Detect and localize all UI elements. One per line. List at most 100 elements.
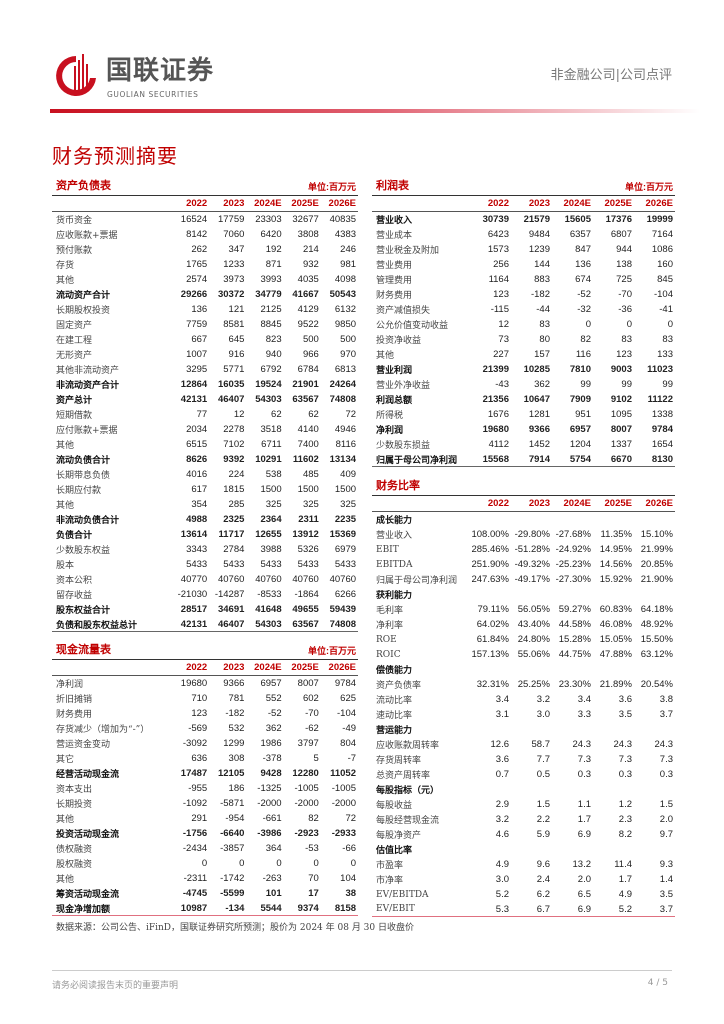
cell-value: 19680: [482, 424, 509, 435]
cell-value: -3857: [220, 843, 245, 854]
cell-value: 0.3: [659, 769, 673, 780]
cell-value: 3.0: [495, 874, 509, 885]
cell-value: 21399: [482, 364, 509, 375]
cell-value: -8533: [257, 589, 282, 600]
cell-value: 4129: [297, 304, 319, 315]
cell-value: 17759: [217, 214, 245, 225]
cell-value: 4016: [186, 469, 208, 480]
table-row: 债权融资 -2434 -3857 364 -53 -66: [52, 841, 358, 856]
table-title: 财务比率: [376, 479, 420, 492]
year-header: 2023: [223, 198, 245, 209]
section-header-row: 偿债能力: [372, 662, 675, 677]
cell-value: 13134: [329, 454, 357, 465]
cell-value: 3.8: [659, 694, 673, 705]
cell-value: 136: [191, 304, 208, 315]
cell-value: 80: [539, 334, 550, 345]
cell-value: 8130: [651, 453, 673, 465]
table-row: 市净率 3.0 2.4 2.0 1.7 1.4: [372, 872, 675, 887]
cell-value: 48.92%: [640, 619, 673, 630]
cell-value: 13614: [180, 529, 208, 540]
cell-value: 932: [302, 259, 319, 270]
cell-value: 58.7: [531, 739, 551, 750]
table-title: 利润表: [376, 179, 409, 192]
table-row: 其他 2574 3973 3993 4035 4098: [52, 272, 358, 287]
cell-value: 847: [575, 244, 591, 255]
cell-value: 1500: [297, 484, 319, 495]
cell-value: 3.2: [495, 814, 509, 825]
cell-value: 19680: [180, 678, 208, 689]
cell-value: 8845: [260, 319, 282, 330]
cell-value: 5433: [297, 559, 319, 570]
cell-value: 247.63%: [471, 574, 509, 585]
cell-value: 8142: [186, 229, 208, 240]
cell-value: 625: [340, 693, 357, 704]
row-label: 营业收入: [376, 216, 413, 226]
cell-value: 9850: [334, 319, 357, 330]
cell-value: 34779: [255, 289, 282, 300]
row-label: 留存收益: [56, 591, 93, 601]
cell-value: -49.17%: [514, 574, 550, 585]
table-row: 投资活动现金流 -1756 -6640 -3986 -2923 -2933: [52, 826, 358, 841]
cell-value: 43.40%: [517, 619, 550, 630]
header-divider: [50, 109, 700, 113]
cell-value: 362: [265, 723, 282, 734]
cell-value: 6807: [610, 229, 632, 240]
table-row: 固定资产 7759 8581 8845 9522 9850: [52, 317, 358, 332]
brand-name-en: GUOLIAN SECURITIES: [107, 90, 199, 99]
table-row: 股权融资 0 0 0 0 0: [52, 856, 358, 871]
cell-value: 602: [302, 693, 319, 704]
balance-sheet-table: 资产负债表 单位:百万元 2022 2023 2024E 2025E 2026E 货币资金 16…: [52, 178, 358, 632]
cell-value: 9366: [223, 678, 245, 689]
cell-value: 0: [276, 858, 282, 869]
cell-value: 1.7: [577, 814, 591, 825]
year-header: 2026E: [328, 662, 357, 673]
cell-value: 3808: [297, 229, 319, 240]
cell-value: -52: [577, 289, 591, 300]
cell-value: 246: [340, 244, 357, 255]
table-row: 经营活动现金流 17487 12105 9428 12280 11052: [52, 766, 358, 781]
table-row: 少数股东损益 4112 1452 1204 1337 1654: [372, 437, 675, 452]
cell-value: 21901: [292, 379, 319, 390]
table-title-bar: 财务比率: [372, 478, 675, 496]
cell-value: 12655: [255, 529, 282, 540]
cell-value: 63.12%: [640, 649, 673, 660]
cell-value: -954: [225, 813, 245, 824]
cell-value: 11.4: [614, 859, 632, 870]
row-label: 营业成本: [376, 231, 413, 241]
guolian-logo-icon: [56, 54, 96, 96]
row-label: 长期股权投资: [56, 306, 111, 316]
year-header: 2026E: [645, 498, 673, 509]
row-label: 每股指标（元）: [376, 786, 440, 796]
cell-value: 5.3: [495, 903, 509, 915]
cell-value: 12864: [180, 379, 208, 390]
row-label: 流动比率: [376, 696, 413, 706]
row-label: 归属于母公司净利润: [376, 455, 458, 466]
cell-value: 4946: [334, 424, 357, 435]
row-label: 所得税: [376, 411, 404, 421]
cell-value: 121: [228, 304, 245, 315]
cell-value: 15605: [564, 214, 591, 225]
section-header-row: 估值比率: [372, 842, 675, 857]
table-row: 每股收益 2.9 1.5 1.1 1.2 1.5: [372, 797, 675, 812]
table-row: 长期带息负债 4016 224 538 485 409: [52, 467, 358, 482]
table-row: 营业收入 108.00% -29.80% -27.68% 11.35% 15.10%: [372, 527, 675, 542]
cell-value: 6792: [260, 364, 282, 375]
cell-value: 4140: [297, 424, 319, 435]
table-row: 营业成本 6423 9484 6357 6807 7164: [372, 227, 675, 242]
cell-value: 144: [534, 259, 550, 270]
cell-value: 2125: [260, 304, 282, 315]
cell-value: 7400: [297, 439, 319, 450]
cell-value: 725: [616, 274, 632, 285]
row-label: 营业收入: [376, 531, 413, 541]
row-label: 营业税金及附加: [376, 246, 440, 256]
cell-value: 11122: [647, 394, 673, 405]
cell-value: -70: [305, 708, 319, 719]
cell-value: 1452: [528, 439, 550, 450]
cell-value: 6957: [569, 424, 591, 435]
cell-value: 325: [302, 499, 319, 510]
cell-value: 1281: [528, 409, 550, 420]
table-row: 股本 5433 5433 5433 5433 5433: [52, 557, 358, 572]
cell-value: -43: [495, 379, 509, 390]
cell-value: 59439: [329, 604, 357, 615]
row-label: 营业利润: [376, 366, 413, 376]
